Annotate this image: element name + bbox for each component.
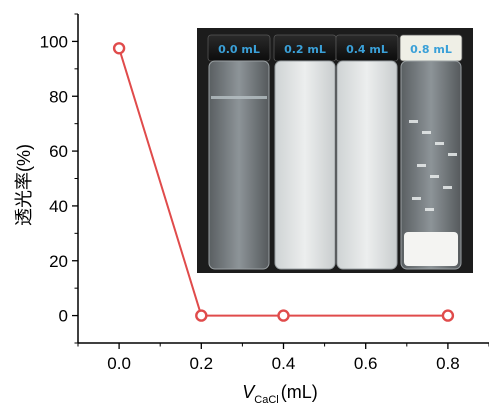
vial-label: 0.8 mL [410,43,452,56]
x-tick-label: 0.4 [272,354,296,373]
floc [435,142,444,145]
x-tick-label: 0.0 [107,354,131,373]
x-tick-label: 0.2 [189,354,213,373]
y-tick-label: 20 [49,252,68,271]
y-tick-label: 0 [59,307,68,326]
vial-body [275,61,335,269]
liquid-surface [211,96,267,99]
data-point [196,311,206,321]
floc [409,120,418,123]
vial-label: 0.0 mL [218,43,260,56]
floc [448,153,457,156]
floc [443,186,452,189]
vial-body [209,61,269,269]
floc [425,208,434,211]
data-point [443,311,453,321]
x-axis-label: VCaCl (mL) [242,382,317,406]
vial: 0.2 mL [274,35,336,269]
floc [417,164,426,167]
x-tick-label: 0.8 [436,354,460,373]
vial: 0.0 mL [208,35,270,269]
y-tick-label: 80 [49,87,68,106]
inset-photo: 0.0 mL 0.2 mL 0.4 mL 0.8 mL [197,28,473,273]
precipitate [404,232,458,266]
vial-label: 0.2 mL [284,43,326,56]
x-axis-label-unit: (mL) [281,382,318,402]
vial-body [337,61,397,269]
x-axis-label-subscript: CaCl [254,394,278,406]
vial: 0.8 mL [400,35,462,269]
y-tick-label: 40 [49,197,68,216]
data-point [114,43,124,53]
vial-label: 0.4 mL [346,43,388,56]
floc [422,131,431,134]
vial: 0.4 mL [336,35,398,269]
y-axis-label: 透光率(%) [14,144,34,226]
floc [430,175,439,178]
y-tick-label: 60 [49,142,68,161]
x-tick-label: 0.6 [354,354,378,373]
floc [412,197,421,200]
y-tick-label: 100 [40,32,68,51]
data-point [279,311,289,321]
